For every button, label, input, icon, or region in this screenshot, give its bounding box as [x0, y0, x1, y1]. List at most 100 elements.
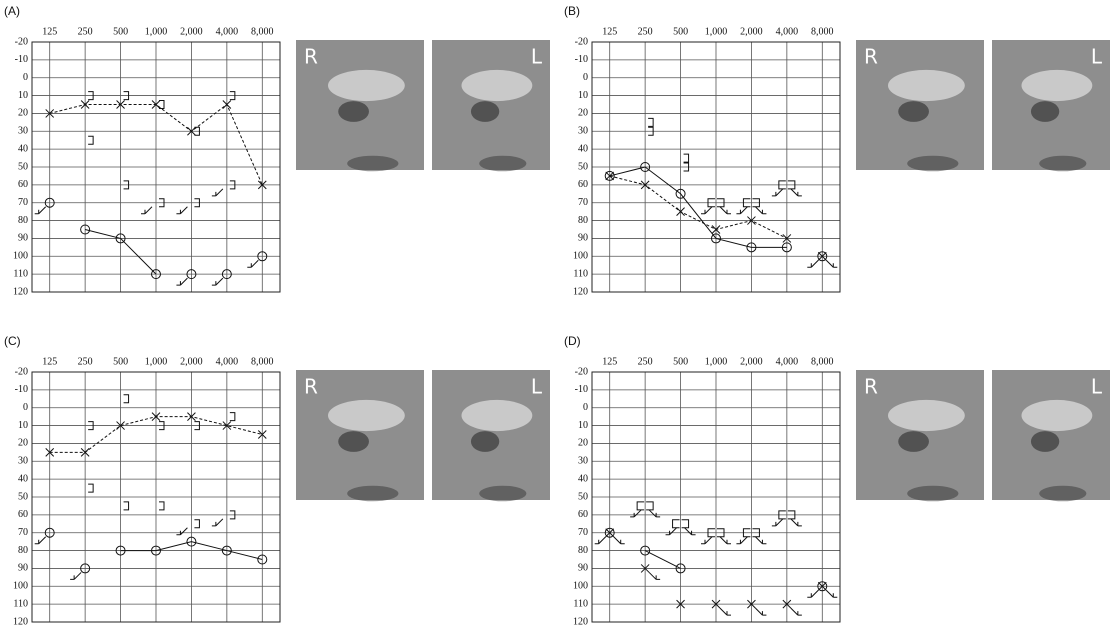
data-point	[675, 563, 686, 574]
bracket-marker	[229, 412, 236, 422]
bracket-marker	[229, 91, 236, 101]
data-point	[594, 527, 615, 545]
bracket-marker	[88, 91, 94, 101]
data-point	[640, 162, 651, 172]
audiogram-panel: (C) -20 -10 0 10 20 30 40 50 60 70 80 90 100 110 120 125…	[4, 334, 550, 627]
image-structure	[1021, 399, 1093, 432]
x-tick-label: 1,000	[145, 26, 168, 37]
data-point	[807, 581, 828, 598]
panel-label: (C)	[4, 334, 21, 348]
image-label: R	[864, 45, 878, 69]
data-point	[640, 545, 651, 556]
y-tick-label: -10	[15, 54, 28, 65]
data-point	[736, 528, 767, 545]
circle-marker	[115, 233, 126, 244]
data-point	[676, 599, 685, 609]
y-tick-label: 20	[578, 438, 588, 449]
image-structure	[328, 69, 405, 102]
y-tick-label: -20	[15, 366, 28, 377]
circle-marker	[150, 545, 161, 556]
audiogram-panel: (B) -20 -10 0 10 20 30 40 50 60 70 80 90 100 110 120 125…	[564, 4, 1110, 297]
cross-marker	[257, 180, 267, 190]
cross-marker	[80, 100, 90, 109]
no-response-arrow	[70, 572, 82, 580]
data-point	[140, 198, 165, 215]
y-tick-label: 100	[13, 581, 28, 592]
data-point	[648, 117, 654, 127]
data-point	[176, 198, 200, 215]
data-point	[116, 100, 125, 109]
no-response-arrow	[700, 206, 713, 215]
data-point	[700, 198, 731, 215]
circle-marker	[640, 545, 651, 556]
bracket-marker	[683, 153, 690, 163]
data-point	[222, 421, 232, 430]
mri-image: R	[856, 370, 984, 502]
data-point	[676, 207, 685, 216]
y-tick-label: 0	[23, 402, 28, 413]
bracket-marker	[158, 100, 165, 109]
y-tick-label: 20	[18, 438, 28, 449]
x-tick-label: 4,000	[216, 26, 239, 37]
circle-marker	[257, 251, 268, 262]
x-tick-label: 125	[602, 26, 617, 37]
series-line	[120, 541, 263, 560]
image-structure	[461, 69, 533, 102]
y-tick-label: 40	[578, 143, 588, 154]
y-tick-label: 10	[18, 420, 28, 431]
image-structure	[1039, 155, 1087, 172]
x-tick-label: 8,000	[811, 26, 834, 37]
y-tick-label: 110	[573, 268, 588, 279]
data-point	[88, 91, 94, 101]
image-structure	[347, 155, 399, 172]
y-tick-label: -10	[15, 384, 28, 395]
audiogram-panel: (D) -20 -10 0 10 20 30 40 50 60 70 80 90 100 110 120 125…	[564, 334, 1110, 627]
cross-marker	[747, 216, 756, 225]
data-point	[187, 126, 196, 136]
no-response-arrow	[736, 536, 748, 545]
y-tick-label: 100	[13, 251, 28, 262]
data-point	[34, 527, 55, 545]
image-structure	[338, 101, 369, 122]
mri-image: L	[432, 40, 550, 172]
x-tick-label: 1,000	[145, 356, 168, 367]
y-tick-label: 30	[578, 456, 588, 467]
data-point	[222, 100, 232, 109]
data-point	[247, 251, 268, 268]
data-point	[176, 519, 200, 536]
data-point	[45, 109, 55, 118]
y-tick-label: 0	[583, 402, 588, 413]
y-tick-label: 90	[18, 233, 28, 244]
data-point	[604, 170, 615, 181]
cross-marker	[116, 421, 125, 430]
image-structure	[907, 485, 959, 502]
circle-marker	[604, 527, 615, 538]
no-response-arrow	[176, 206, 188, 215]
image-structure	[1039, 485, 1087, 502]
circle-marker	[221, 545, 232, 556]
data-point	[675, 188, 686, 199]
cross-marker	[640, 564, 650, 573]
data-point	[817, 581, 838, 598]
x-tick-label: 2,000	[740, 356, 763, 367]
no-response-arrow	[648, 572, 661, 580]
mri-image: R	[296, 370, 424, 502]
image-structure	[470, 101, 500, 122]
no-response-arrow	[34, 206, 47, 215]
mri-image: L	[432, 370, 550, 502]
x-tick-label: 250	[78, 26, 93, 37]
y-tick-label: 0	[583, 72, 588, 83]
x-tick-label: 2,000	[180, 26, 203, 37]
data-point	[747, 216, 756, 225]
cross-marker	[80, 448, 90, 457]
y-tick-label: 30	[18, 126, 28, 137]
circle-marker	[115, 545, 126, 556]
circle-marker	[675, 188, 686, 199]
no-response-arrow	[613, 536, 625, 545]
data-point	[817, 251, 838, 268]
no-response-arrow	[719, 206, 731, 215]
y-tick-label: 70	[578, 197, 588, 208]
series-line	[85, 229, 157, 275]
y-tick-label: 10	[18, 90, 28, 101]
